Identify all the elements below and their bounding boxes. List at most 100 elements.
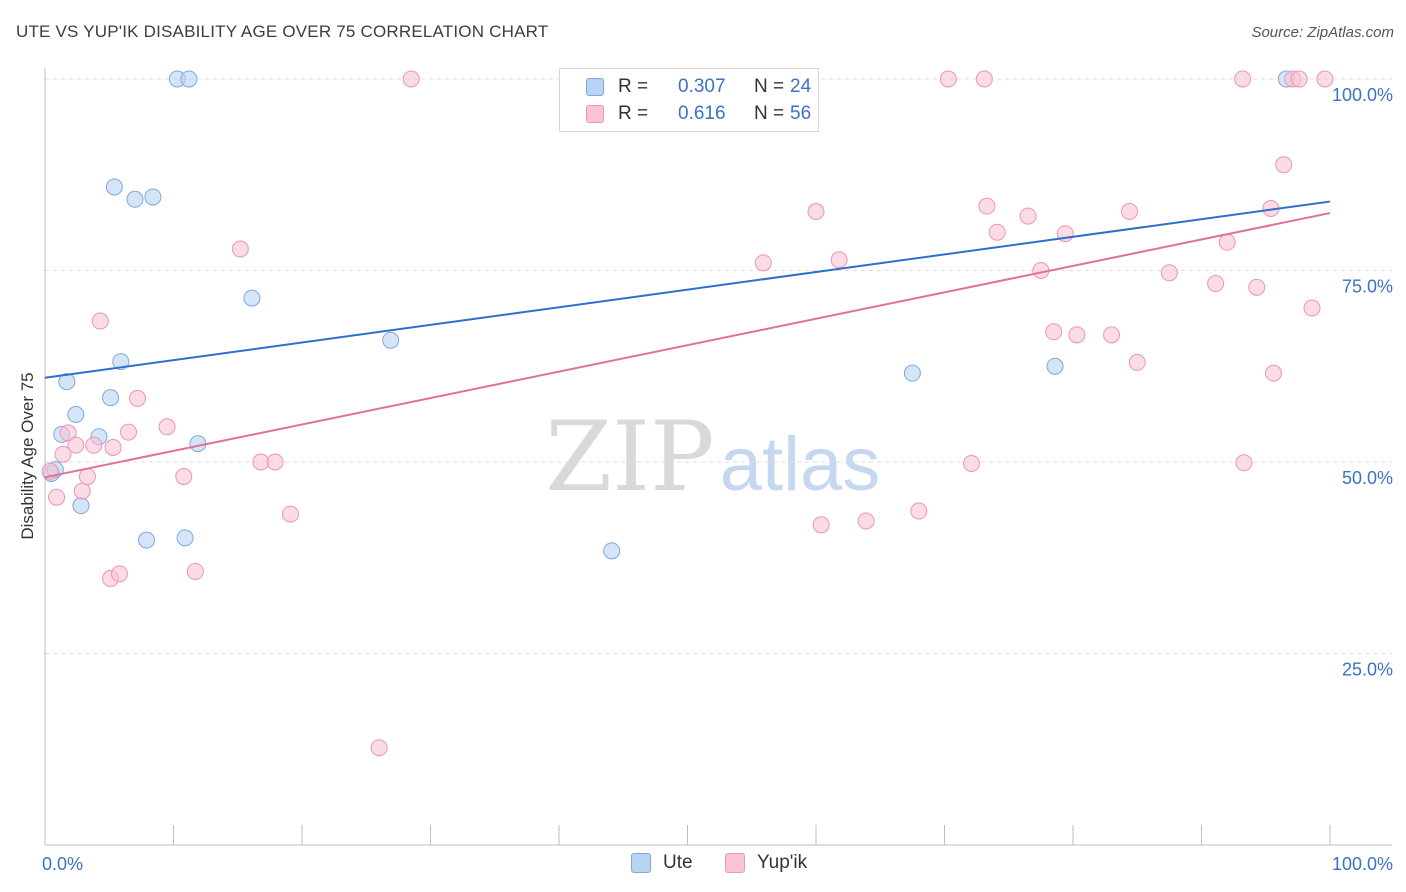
data-point [104,438,122,456]
legend-row-yupik: R = 0.616 N = 56 [586,101,811,127]
data-point [281,505,299,523]
data-point [129,389,147,407]
data-point [126,190,144,208]
legend-swatch-ute [586,78,604,96]
data-point [176,529,194,547]
data-point [830,251,848,269]
data-point [266,453,284,471]
data-point [78,468,96,486]
data-point [1264,364,1282,382]
data-point [231,240,249,258]
data-point [73,482,91,500]
data-point [1316,70,1334,88]
data-point [603,542,621,560]
data-point [54,445,72,463]
data-point [978,197,996,215]
data-point [857,512,875,530]
bottom-legend-item-yupik: Yup'ik [725,852,807,874]
data-point [67,406,85,424]
x-tick-label: 100.0% [1332,854,1393,874]
y-axis-label: Disability Age Over 75 [18,372,37,539]
data-point [975,70,993,88]
data-point [1068,326,1086,344]
data-point [138,531,156,549]
data-point [112,353,130,371]
data-point [1160,264,1178,282]
data-point [1275,156,1293,174]
data-point [105,178,123,196]
data-point [85,436,103,454]
data-point [180,70,198,88]
data-point [1045,323,1063,341]
grid-lines [45,78,1392,654]
data-point [1103,326,1121,344]
legend-n-label: N = [754,103,785,124]
data-point [1248,278,1266,296]
zipatlas-watermark: ZIP atlas [545,401,880,513]
data-point [189,435,207,453]
legend-r-value-yupik: 0.616 [678,103,726,124]
series-layer [41,70,1334,757]
data-point [939,70,957,88]
data-point [382,331,400,349]
series-yupik [41,70,1334,757]
legend-swatch-yupik [586,105,604,123]
data-point [67,436,85,454]
data-point [1235,454,1253,472]
data-point [102,389,120,407]
axes: 100.0% 75.0% 50.0% 25.0% 0.0% 100.0% [42,68,1393,874]
data-point [1128,353,1146,371]
data-point [48,488,66,506]
data-point [903,364,921,382]
source-label: Source: ZipAtlas.com [1251,24,1394,41]
legend-box: R = 0.307 N = 24 R = 0.616 N = 56 [559,68,819,132]
y-tick-label: 25.0% [1342,660,1393,680]
data-point [754,254,772,272]
data-point [1121,203,1139,221]
data-point [243,289,261,307]
data-point [158,418,176,436]
data-point [1290,70,1308,88]
bottom-legend-label-ute: Ute [663,852,693,873]
data-point [1234,70,1252,88]
watermark-atlas-text: atlas [720,422,881,507]
data-point [1218,233,1236,251]
legend-r-label: R = [618,103,649,124]
bottom-legend-item-ute: Ute [631,852,693,874]
trend-line-ute [44,200,1331,379]
data-point [144,188,162,206]
data-point [910,502,928,520]
data-point [175,468,193,486]
trend-line-yupik [44,212,1331,479]
data-point [402,70,420,88]
data-point [91,312,109,330]
data-point [988,223,1006,241]
legend-row-ute: R = 0.307 N = 24 [586,74,811,100]
data-point [1207,275,1225,293]
data-point [72,497,90,515]
data-point [1303,299,1321,317]
watermark-zip-text: ZIP [545,401,714,513]
x-tick-label: 0.0% [42,854,83,874]
y-tick-label: 100.0% [1332,85,1393,105]
data-point [120,423,138,441]
bottom-legend-swatch-yupik [725,853,745,873]
chart-title: UTE VS YUP'IK DISABILITY AGE OVER 75 COR… [16,22,549,41]
data-point [59,424,77,442]
bottom-legend: Ute Yup'ik [0,852,1406,876]
legend-n-value-yupik: 56 [790,103,812,124]
data-point [807,203,825,221]
legend-n-label: N = [754,76,785,97]
legend-n-value-ute: 24 [790,76,812,97]
data-point [1019,207,1037,225]
bottom-legend-label-yupik: Yup'ik [757,852,808,873]
y-tick-label: 50.0% [1342,468,1393,488]
data-point [962,455,980,473]
data-point [252,453,270,471]
data-point [58,373,76,391]
data-point [111,565,129,583]
data-point [186,563,204,581]
data-point [812,516,830,534]
data-point [370,739,388,757]
